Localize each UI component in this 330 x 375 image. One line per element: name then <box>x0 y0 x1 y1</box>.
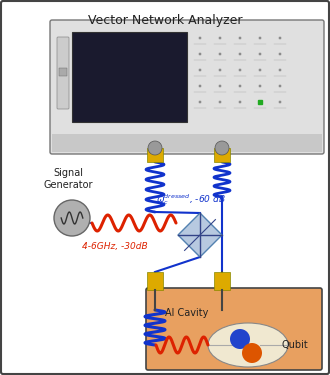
Text: Signal
Generator: Signal Generator <box>43 168 93 190</box>
Polygon shape <box>178 213 222 257</box>
Circle shape <box>54 200 90 236</box>
FancyBboxPatch shape <box>59 68 67 76</box>
Circle shape <box>215 141 229 155</box>
FancyBboxPatch shape <box>52 134 322 152</box>
Circle shape <box>230 329 250 349</box>
FancyBboxPatch shape <box>146 288 322 370</box>
FancyBboxPatch shape <box>214 272 230 290</box>
FancyBboxPatch shape <box>72 32 187 122</box>
Text: Al Cavity: Al Cavity <box>165 308 208 318</box>
FancyBboxPatch shape <box>50 20 324 154</box>
Text: $\omega_c^{dressed}$, -60 dB: $\omega_c^{dressed}$, -60 dB <box>156 192 226 207</box>
Circle shape <box>242 343 262 363</box>
Text: 4-6GHz, -30dB: 4-6GHz, -30dB <box>82 242 148 251</box>
Ellipse shape <box>208 323 288 367</box>
Text: Qubit: Qubit <box>281 340 308 350</box>
FancyBboxPatch shape <box>147 148 163 162</box>
Circle shape <box>148 141 162 155</box>
FancyBboxPatch shape <box>147 272 163 290</box>
FancyBboxPatch shape <box>57 37 69 109</box>
FancyBboxPatch shape <box>214 148 230 162</box>
Text: Vector Network Analyzer: Vector Network Analyzer <box>88 14 242 27</box>
